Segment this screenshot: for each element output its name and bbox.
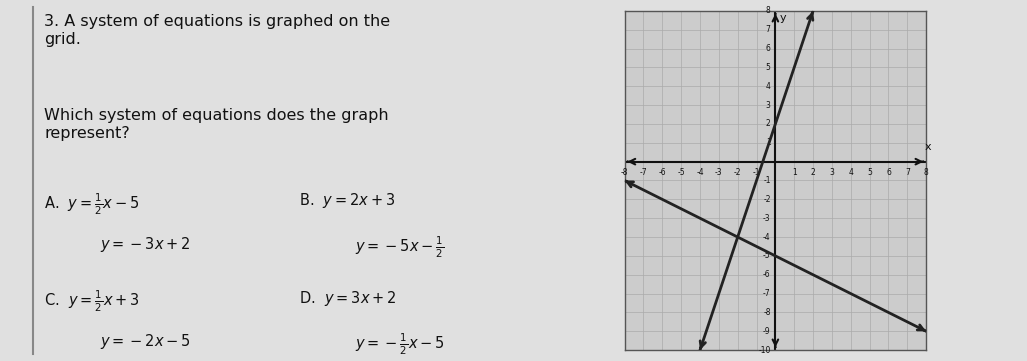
Text: 4: 4	[848, 168, 853, 177]
Text: -3: -3	[763, 214, 770, 223]
Text: 7: 7	[766, 25, 770, 34]
Text: -4: -4	[696, 168, 703, 177]
Text: 3: 3	[830, 168, 834, 177]
Text: -2: -2	[734, 168, 741, 177]
Text: 3: 3	[766, 101, 770, 110]
Text: -10: -10	[758, 346, 770, 355]
Text: 5: 5	[867, 168, 872, 177]
Text: 2: 2	[766, 119, 770, 129]
Text: 5: 5	[766, 63, 770, 72]
Text: 6: 6	[766, 44, 770, 53]
Text: 8: 8	[766, 6, 770, 15]
Text: $y = -\frac{1}{2}x - 5$: $y = -\frac{1}{2}x - 5$	[355, 332, 445, 357]
Text: -8: -8	[763, 308, 770, 317]
Text: -2: -2	[763, 195, 770, 204]
Text: 4: 4	[766, 82, 770, 91]
Text: 6: 6	[886, 168, 891, 177]
Text: -8: -8	[620, 168, 629, 177]
Text: -4: -4	[763, 232, 770, 242]
Text: 8: 8	[924, 168, 928, 177]
Text: Which system of equations does the graph
represent?: Which system of equations does the graph…	[44, 108, 389, 141]
Text: -1: -1	[753, 168, 760, 177]
Text: 1: 1	[792, 168, 797, 177]
Text: A.  $y = \frac{1}{2}x - 5$: A. $y = \frac{1}{2}x - 5$	[44, 191, 140, 217]
Text: -6: -6	[658, 168, 667, 177]
Text: -1: -1	[763, 176, 770, 185]
Text: 3. A system of equations is graphed on the
grid.: 3. A system of equations is graphed on t…	[44, 14, 390, 47]
Text: $y = -2x - 5$: $y = -2x - 5$	[100, 332, 191, 351]
Text: -9: -9	[763, 327, 770, 336]
Text: 1: 1	[766, 138, 770, 147]
Text: D.  $y = 3x + 2$: D. $y = 3x + 2$	[300, 289, 397, 308]
Text: $y = -5x - \frac{1}{2}$: $y = -5x - \frac{1}{2}$	[355, 235, 445, 260]
Text: y: y	[781, 13, 787, 23]
Text: C.  $y = \frac{1}{2}x + 3$: C. $y = \frac{1}{2}x + 3$	[44, 289, 140, 314]
Text: 2: 2	[810, 168, 815, 177]
Text: -5: -5	[678, 168, 685, 177]
Text: -3: -3	[715, 168, 723, 177]
Text: B.  $y = 2x + 3$: B. $y = 2x + 3$	[300, 191, 396, 210]
Text: $y = -3x + 2$: $y = -3x + 2$	[100, 235, 191, 254]
Text: 7: 7	[905, 168, 910, 177]
Text: -7: -7	[763, 289, 770, 298]
Text: -6: -6	[763, 270, 770, 279]
Text: -5: -5	[763, 251, 770, 260]
Text: -7: -7	[640, 168, 647, 177]
Text: x: x	[924, 142, 930, 152]
